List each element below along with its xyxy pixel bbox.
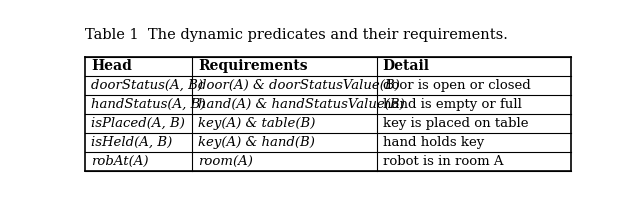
Text: Table 1  The dynamic predicates and their requirements.: Table 1 The dynamic predicates and their…: [85, 28, 508, 42]
Text: robAt(A): robAt(A): [91, 155, 148, 168]
Text: door(A) & doorStatusValue(B): door(A) & doorStatusValue(B): [198, 79, 399, 92]
Text: Head: Head: [91, 59, 132, 73]
Text: key is placed on table: key is placed on table: [383, 117, 528, 130]
Text: key(A) & hand(B): key(A) & hand(B): [198, 136, 315, 149]
Text: doorStatus(A, B): doorStatus(A, B): [91, 79, 203, 92]
Text: room(A): room(A): [198, 155, 253, 168]
Text: key(A) & table(B): key(A) & table(B): [198, 117, 316, 130]
Text: hand(A) & handStatusValue(B): hand(A) & handStatusValue(B): [198, 98, 404, 111]
Text: Detail: Detail: [383, 59, 429, 73]
Text: isHeld(A, B): isHeld(A, B): [91, 136, 172, 149]
Text: hand holds key: hand holds key: [383, 136, 484, 149]
Text: hand is empty or full: hand is empty or full: [383, 98, 522, 111]
Text: robot is in room A: robot is in room A: [383, 155, 503, 168]
Text: Requirements: Requirements: [198, 59, 307, 73]
Text: door is open or closed: door is open or closed: [383, 79, 531, 92]
Text: handStatus(A, B): handStatus(A, B): [91, 98, 205, 111]
Text: isPlaced(A, B): isPlaced(A, B): [91, 117, 185, 130]
